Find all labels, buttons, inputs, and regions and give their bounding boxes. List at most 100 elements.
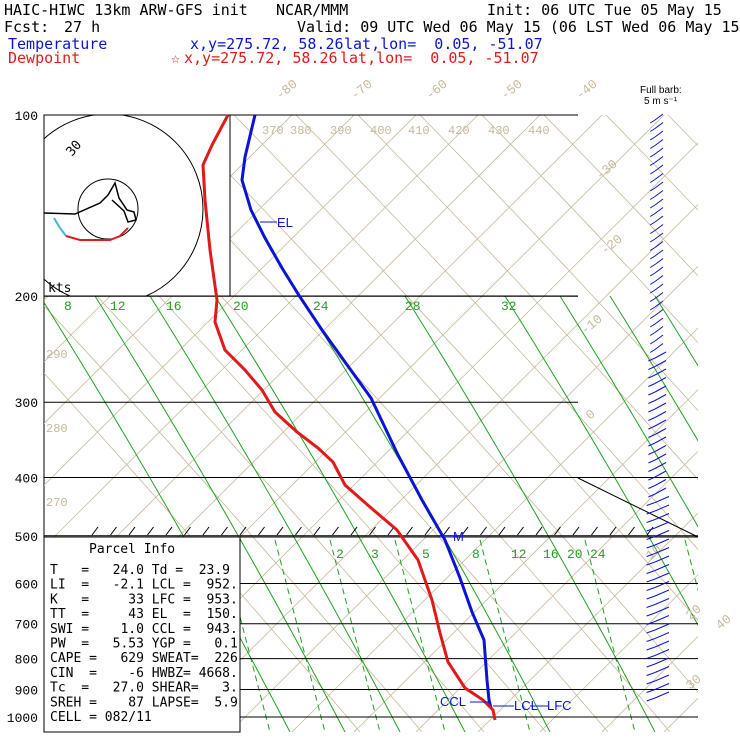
dry-adiabat-line (419, 115, 698, 412)
level-tick (628, 526, 635, 536)
wind-barb-flag (649, 340, 656, 345)
wind-barb (654, 360, 667, 367)
wind-barb (654, 496, 670, 503)
wind-barb (654, 343, 664, 350)
wind-barb-flag (648, 391, 656, 396)
wind-barb (654, 147, 664, 155)
wind-barb (654, 547, 670, 554)
wind-barb (654, 249, 664, 257)
pressure-tick-label: 600 (15, 577, 38, 592)
wind-barb-flag (646, 527, 656, 532)
wind-barb-flag (649, 264, 656, 268)
isotherm-label: -30 (593, 157, 621, 184)
isotherm-label: -80 (273, 77, 301, 104)
wind-barb-flag (649, 247, 656, 251)
wind-barb-flag (649, 332, 656, 336)
wind-barb (654, 334, 664, 342)
wind-barb-flag (649, 281, 656, 285)
wind-barb (654, 181, 664, 189)
parcel-info-line: CELL = 082/11 (50, 710, 152, 725)
parcel-info-line: PW = 5.53 YGP = 0.1 (50, 637, 238, 652)
level-tick (184, 526, 191, 536)
level-tick (128, 526, 136, 536)
wind-barb (654, 190, 664, 197)
mixing-ratio-label-lower: 24 (590, 547, 606, 562)
mixing-ratio-line (684, 539, 698, 592)
barb-legend-unit: 5 m s⁻¹ (644, 96, 678, 107)
wind-barb-flag (649, 196, 656, 200)
moist-adiabat-line (404, 295, 656, 732)
wind-barb-flag (646, 604, 656, 608)
theta-label: 380 (290, 124, 312, 138)
wind-barb (654, 368, 667, 376)
wind-barb (654, 513, 670, 520)
wind-barb (654, 326, 664, 333)
wind-barb (654, 309, 664, 316)
annotation-el: EL (277, 215, 293, 230)
wind-barb (654, 436, 667, 444)
dry-adiabat-line (543, 115, 698, 277)
parcel-info-frame (43, 536, 241, 733)
wind-barb (654, 428, 667, 435)
level-tick (165, 526, 173, 536)
sounding-profiles: EL M CCL LCL LFC (201, 114, 572, 721)
dewpoint-legend-label: Dewpoint (8, 49, 81, 67)
wind-barb (654, 589, 670, 597)
wind-barb-flag (649, 230, 656, 234)
level-tick (369, 526, 376, 536)
wind-barb-flag (648, 357, 656, 362)
wind-barb-flag (648, 476, 656, 481)
annotation-lfc: LFC (547, 698, 572, 713)
moist-adiabat-line (504, 295, 698, 627)
mixing-ratio-label-upper: 20 (233, 299, 249, 314)
wind-barb-flag (649, 298, 656, 302)
level-tick (461, 526, 469, 536)
wind-barb-flag (649, 162, 656, 166)
wind-barb (654, 266, 664, 274)
wind-barb-flag (649, 136, 656, 141)
wind-barb-flag (648, 408, 656, 413)
wind-barb-flag (646, 595, 656, 600)
mixing-ratio-line (329, 539, 381, 732)
mixing-ratio-label-lower: 3 (371, 547, 379, 562)
wind-barb (654, 241, 664, 248)
wind-barb-flag (648, 459, 656, 464)
isotherm-line (477, 512, 698, 732)
isotherm-line (601, 635, 698, 732)
wind-barb-flag (646, 544, 656, 549)
temperature-latlon: lat,lon= 0.05, -51.07 (344, 35, 543, 53)
wind-barb-flag (649, 213, 656, 217)
wind-barb-flag (649, 170, 656, 175)
wind-barb (654, 122, 664, 129)
pressure-tick-label: 100 (15, 109, 38, 124)
isotherm-label: 40 (713, 612, 735, 634)
mixing-ratio-line (394, 539, 446, 732)
wind-barb (654, 555, 670, 563)
wind-barb-flag (648, 425, 656, 430)
wind-barb (654, 164, 664, 172)
wind-barb-flag (646, 638, 656, 642)
dewpoint-latlon: lat,lon= 0.05, -51.07 (340, 49, 539, 67)
mixing-ratio-label-lower: 8 (472, 547, 480, 562)
parcel-info-line: Tc = 27.0 SHEAR= 3. (50, 681, 238, 696)
mixing-ratio-line (584, 539, 636, 732)
isotherm-line (44, 115, 45, 116)
isotherm-line (44, 115, 417, 486)
wind-barb (654, 606, 670, 614)
wind-barb (654, 598, 670, 605)
theta-label: 290 (46, 348, 68, 362)
hodograph-outer-ring (44, 115, 204, 296)
isotherm-line (167, 204, 698, 732)
wind-barb-flag (649, 315, 656, 319)
wind-barb-flag (646, 663, 656, 668)
wind-barb-flag (646, 621, 656, 625)
dry-adiabat-line (605, 115, 698, 211)
level-tick (554, 526, 561, 536)
theta-label: 440 (528, 124, 550, 138)
theta-label: 420 (448, 124, 470, 138)
wind-barb (654, 139, 664, 146)
wind-barb (654, 224, 664, 231)
moist-adiabat-line (609, 295, 698, 442)
level-tick (202, 526, 210, 536)
